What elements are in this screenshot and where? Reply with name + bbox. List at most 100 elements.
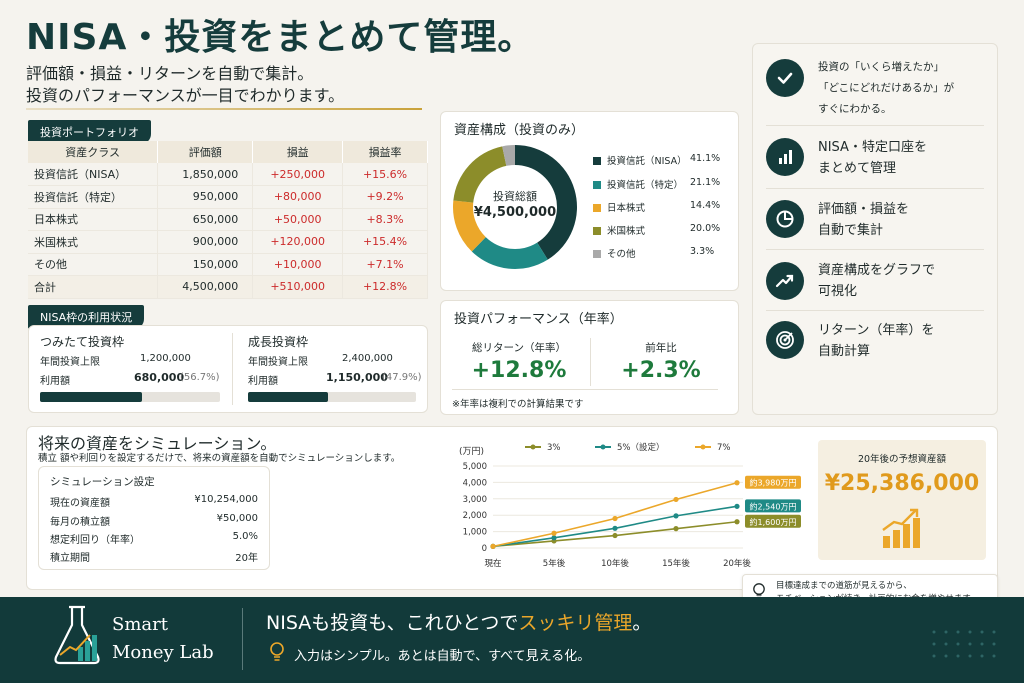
header-divider	[26, 108, 422, 110]
features-intro-line: すぐにわかる。	[818, 103, 892, 115]
portfolio-label: 投資ポートフォリオ	[28, 120, 151, 144]
simulation-settings	[38, 466, 270, 570]
donut-slice	[471, 237, 548, 269]
features-intro: 投資の「いくら増えたか」 「どこにどれだけあるか」が すぐにわかる。	[818, 57, 954, 120]
legend-swatch	[593, 204, 601, 212]
row-pl: +50,000	[252, 208, 344, 231]
data-point	[551, 535, 557, 541]
brand-name: Smart Money Lab	[112, 611, 214, 667]
subtitle-line-2: 投資のパフォーマンスが一目でわかります。	[26, 86, 345, 105]
legend-swatch	[593, 227, 601, 235]
legend-label: 3%	[547, 443, 561, 453]
legend-swatch	[593, 157, 601, 165]
page-title: NISA・投資をまとめて管理。	[26, 17, 535, 58]
col-asset-class: 資産クラス	[28, 141, 159, 163]
total-return-label: 総リターン（年率）	[472, 342, 566, 354]
table-row: 投資信託（特定） 950,000 +80,000 +9.2%	[28, 185, 428, 209]
row-value: 150,000	[157, 253, 254, 276]
legend-marker	[700, 444, 706, 450]
row-pl: +10,000	[252, 253, 344, 276]
table-row: その他 150,000 +10,000 +7.1%	[28, 253, 428, 276]
legend-marker	[600, 444, 606, 450]
headline-text: NISAも投資も、これひとつで	[266, 612, 519, 634]
dot-pattern-decoration	[932, 630, 996, 658]
legend-swatch	[593, 250, 601, 258]
legend-swatch	[593, 181, 601, 189]
row-name: 合計	[28, 275, 159, 299]
brand-line: Smart	[112, 614, 168, 635]
flask-logo-icon	[54, 605, 100, 665]
tip-line: 目標達成までの道筋が見えるから、	[776, 581, 912, 591]
tsumitate-limit-label: 年間投資上限	[40, 357, 100, 368]
headline-text: 。	[632, 612, 652, 634]
row-rate: +12.8%	[342, 275, 428, 299]
y-tick-label: 5,000	[463, 462, 487, 472]
x-tick-label: 現在	[484, 558, 501, 569]
portfolio-table: 資産クラス 評価額 損益 損益率 投資信託（NISA） 1,850,000 +250…	[28, 141, 428, 299]
data-point	[551, 530, 557, 536]
yoy-value: +2.3%	[621, 358, 701, 383]
donut-slice	[453, 146, 507, 203]
data-point	[673, 496, 679, 503]
headline-highlight: スッキリ管理	[518, 612, 633, 634]
settings-title: シミュレーション設定	[50, 476, 155, 488]
setting-label: 積立期間	[50, 553, 90, 564]
seicho-used: 1,150,000	[326, 371, 388, 384]
row-value: 950,000	[157, 185, 254, 209]
y-tick-label: 2,000	[463, 511, 487, 521]
tsumitate-progress	[40, 392, 220, 402]
row-rate: +15.4%	[342, 230, 428, 254]
y-tick-label: 0	[482, 544, 487, 554]
row-name: 投資信託（NISA）	[28, 163, 159, 186]
legend-label: 7%	[717, 443, 731, 453]
growth-bars-icon	[882, 508, 920, 548]
table-row-total: 合計 4,500,000 +510,000 +12.8%	[28, 275, 428, 299]
tsumitate-limit: 1,200,000	[140, 353, 191, 364]
setting-label: 現在の資産額	[50, 498, 110, 509]
features-intro-line: 投資の「いくら増えたか」	[818, 61, 944, 73]
tsumitate-pct: (56.7%)	[180, 372, 220, 383]
end-value-label: 約2,540万円	[750, 501, 797, 511]
setting-row: 想定利回り（年率） 5.0%	[50, 531, 258, 546]
feature-item: リターン（年率）を 自動計算	[818, 320, 934, 362]
table-row: 日本株式 650,000 +50,000 +8.3%	[28, 208, 428, 231]
setting-value: ¥50,000	[216, 513, 258, 524]
seicho-used-label: 利用額	[248, 376, 278, 387]
setting-value: 20年	[235, 553, 258, 564]
end-value-tag: 約2,540万円	[745, 499, 801, 513]
future-asset-value: ¥25,386,000	[824, 471, 980, 496]
col-rate: 損益率	[342, 141, 428, 163]
legend-marker	[530, 444, 536, 450]
feature-line: リターン（年率）を	[818, 323, 935, 338]
data-point	[734, 503, 740, 509]
y-axis-title: (万円)	[459, 446, 484, 457]
donut-slice	[502, 145, 515, 166]
legend-pct: 21.1%	[690, 177, 721, 188]
setting-row: 毎月の積立額 ¥50,000	[50, 513, 258, 528]
row-pl: +80,000	[252, 185, 344, 209]
feature-divider	[766, 188, 984, 189]
col-pl: 損益	[252, 141, 344, 163]
feature-item: 資産構成をグラフで 可視化	[818, 260, 935, 302]
future-asset-label: 20年後の予想資産額	[857, 454, 947, 465]
y-tick-label: 3,000	[463, 495, 487, 505]
performance-divider	[590, 338, 591, 386]
donut-center-value: ¥4,500,000	[473, 205, 557, 220]
row-rate: +9.2%	[342, 185, 428, 209]
footer-divider	[242, 608, 243, 670]
composition-title: 資産構成（投資のみ）	[454, 123, 585, 138]
data-point	[673, 513, 679, 519]
x-tick-label: 5年後	[543, 558, 566, 569]
tsumitate-used: 680,000	[134, 371, 185, 384]
performance-card	[440, 300, 739, 415]
legend-name: 投資信託（特定）	[607, 180, 684, 191]
x-tick-label: 10年後	[601, 558, 629, 569]
feature-line: 可視化	[818, 284, 858, 299]
end-value-label: 約1,600万円	[750, 517, 797, 527]
legend-name: その他	[607, 249, 636, 260]
footer-tagline: 入力はシンプル。あとは自動で、すべて見える化。	[294, 649, 591, 664]
legend-item: 日本株式	[593, 200, 645, 214]
setting-value: 5.0%	[232, 531, 258, 542]
feature-line: 資産構成をグラフで	[818, 263, 936, 278]
trend-up-icon	[766, 262, 804, 300]
